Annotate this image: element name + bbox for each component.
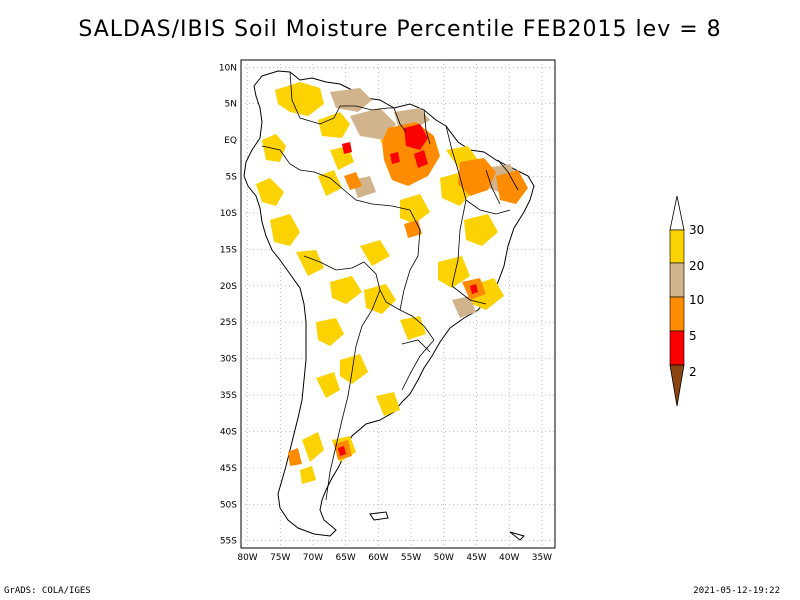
lat-tick-label: EQ xyxy=(224,136,237,146)
legend-arrow-top xyxy=(669,195,685,231)
lat-tick-label: 50S xyxy=(220,500,237,510)
lat-tick-label: 40S xyxy=(220,427,237,437)
latitude-labels: 10N 5N EQ 5S 10S 15S 20S 25S 30S 35S 40S 45S 50S 55S xyxy=(219,63,237,546)
lat-tick-label: 10N xyxy=(219,63,237,73)
lat-tick-label: 35S xyxy=(220,391,237,401)
lon-tick-label: 50W xyxy=(434,553,454,563)
lat-tick-label: 45S xyxy=(220,464,237,474)
legend-label-30: 30 xyxy=(689,223,704,237)
lon-tick-label: 45W xyxy=(466,553,486,563)
sgeorgia-island xyxy=(509,531,525,541)
lat-tick-label: 55S xyxy=(220,537,237,547)
legend-label-2: 2 xyxy=(689,365,697,379)
lat-tick-label: 15S xyxy=(220,245,237,255)
lat-tick-label: 30S xyxy=(220,355,237,365)
lat-tick-label: 10S xyxy=(220,209,237,219)
lon-tick-label: 40W xyxy=(499,553,519,563)
legend-label-20: 20 xyxy=(689,259,704,273)
lon-tick-label: 70W xyxy=(303,553,323,563)
lon-tick-label: 80W xyxy=(237,553,257,563)
lon-tick-label: 35W xyxy=(532,553,552,563)
lon-tick-label: 75W xyxy=(270,553,290,563)
lon-tick-label: 65W xyxy=(335,553,355,563)
lon-tick-label: 55W xyxy=(401,553,421,563)
country-borders xyxy=(261,71,519,501)
lon-tick-label: 60W xyxy=(368,553,388,563)
lat-tick-label: 25S xyxy=(220,318,237,328)
footer-timestamp: 2021-05-12-19:22 xyxy=(693,586,780,596)
legend-swatch-yellow xyxy=(669,229,685,264)
legend-label-5: 5 xyxy=(689,329,697,343)
falkland-islands xyxy=(369,511,389,521)
longitude-labels: 80W 75W 70W 65W 60W 55W 50W 45W 40W 35W xyxy=(237,553,552,563)
shaded-areas xyxy=(256,82,528,484)
lat-tick-label: 5S xyxy=(226,173,238,183)
color-legend: 30 20 10 5 2 xyxy=(669,195,704,407)
lat-tick-label: 20S xyxy=(220,282,237,292)
legend-swatch-red xyxy=(669,330,685,366)
footer-credit: GrADS: COLA/IGES xyxy=(4,586,91,596)
legend-swatch-orange xyxy=(669,296,685,332)
legend-swatch-tan xyxy=(669,262,685,298)
legend-arrow-bottom xyxy=(669,364,685,407)
lat-tick-label: 5N xyxy=(225,100,237,110)
map-title: SALDAS/IBIS Soil Moisture Percentile FEB… xyxy=(78,17,722,42)
legend-label-10: 10 xyxy=(689,293,704,307)
